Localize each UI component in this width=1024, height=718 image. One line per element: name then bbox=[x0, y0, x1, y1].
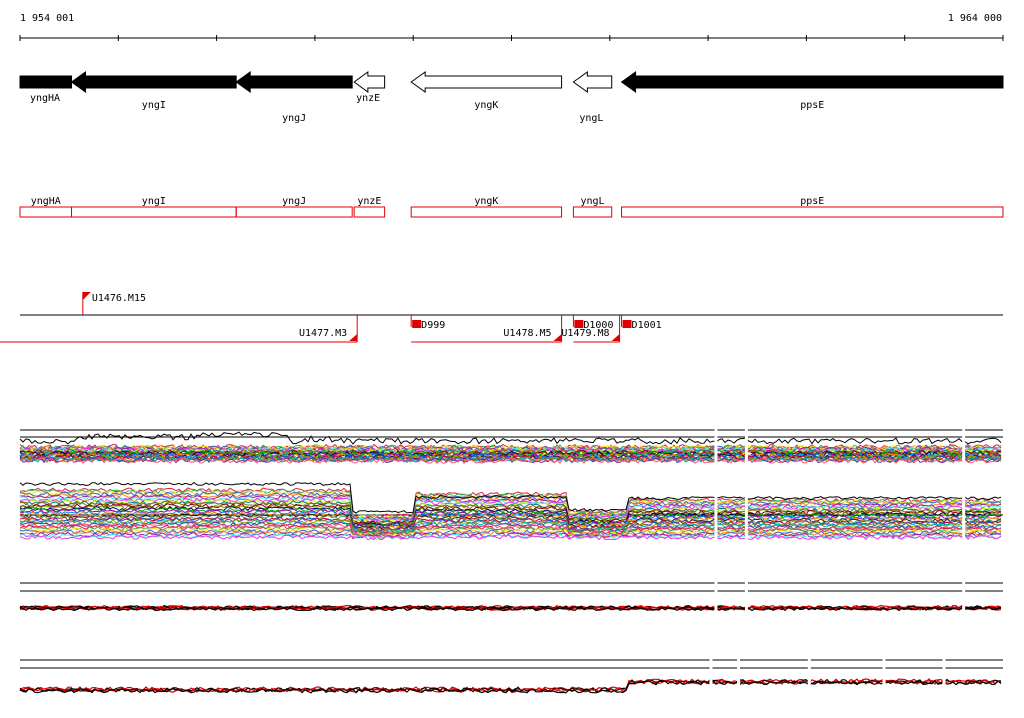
expression-line bbox=[19, 500, 1002, 525]
track-gap bbox=[942, 655, 946, 700]
gene-box-label-yngHA: yngHA bbox=[31, 196, 61, 207]
gene-label-yngI: yngI bbox=[142, 100, 166, 111]
range-start-label: 1 954 001 bbox=[20, 13, 75, 24]
feature-label-U1477.M3: U1477.M3 bbox=[299, 328, 347, 339]
expression-line bbox=[19, 533, 1002, 540]
gene-box-yngL[interactable] bbox=[572, 206, 613, 218]
track-gap bbox=[962, 425, 966, 465]
gene-box-label-ppsE: ppsE bbox=[800, 196, 824, 207]
feature-label-D999: D999 bbox=[421, 320, 445, 331]
gene-label-ynzE: ynzE bbox=[356, 93, 380, 104]
expression-line bbox=[19, 514, 1002, 532]
feature-label-D1000: D1000 bbox=[583, 320, 613, 331]
gene-arrow-yngK[interactable] bbox=[410, 71, 563, 93]
gene-box-label-yngK: yngK bbox=[474, 196, 498, 207]
feature-flag-U1479.M8[interactable] bbox=[611, 334, 620, 341]
expression-line bbox=[19, 520, 1002, 534]
gene-box-label-ynzE: ynzE bbox=[357, 196, 381, 207]
expression-line bbox=[19, 521, 1001, 535]
feature-flag-D1000[interactable] bbox=[574, 320, 584, 328]
range-end-label: 1 964 000 bbox=[947, 13, 1002, 24]
feature-flag-U1478.M5[interactable] bbox=[553, 334, 562, 341]
expression-track-4 bbox=[19, 655, 1003, 700]
expression-line bbox=[19, 518, 1002, 534]
track-gap bbox=[714, 478, 718, 540]
gene-label-yngK: yngK bbox=[474, 100, 498, 111]
track-gap bbox=[737, 655, 741, 700]
gene-box-yngJ[interactable] bbox=[235, 206, 353, 218]
track-gap bbox=[882, 655, 886, 700]
expression-line bbox=[19, 531, 1002, 540]
feature-label-U1478.M5: U1478.M5 bbox=[503, 328, 551, 339]
expression-line bbox=[19, 453, 1002, 460]
gene-box-yngHA[interactable] bbox=[19, 206, 73, 218]
track-gap bbox=[962, 578, 966, 616]
expression-line bbox=[19, 444, 1002, 452]
expression-line bbox=[20, 446, 1002, 453]
gene-box-ynzE[interactable] bbox=[353, 206, 386, 218]
gene-label-yngHA: yngHA bbox=[30, 93, 60, 104]
track-gap bbox=[744, 578, 748, 616]
feature-flag-U1476.M15[interactable] bbox=[82, 292, 91, 300]
gene-box-label-yngI: yngI bbox=[142, 196, 166, 207]
expression-line bbox=[19, 534, 1002, 541]
gene-label-yngJ: yngJ bbox=[282, 113, 306, 124]
gene-arrow-yngJ[interactable] bbox=[235, 71, 353, 93]
gene-arrow-yngI[interactable] bbox=[70, 71, 237, 93]
expression-line bbox=[19, 431, 1002, 445]
expression-line bbox=[19, 515, 1002, 532]
expression-track-3 bbox=[19, 578, 1003, 616]
expression-line bbox=[19, 517, 1002, 533]
gene-box-label-yngJ: yngJ bbox=[282, 196, 306, 207]
gene-arrow-yngL[interactable] bbox=[572, 71, 613, 93]
gene-arrow-ppsE[interactable] bbox=[620, 71, 1004, 93]
gene-box-ppsE[interactable] bbox=[621, 206, 1004, 218]
gene-label-ppsE: ppsE bbox=[800, 100, 824, 111]
expression-track-1 bbox=[19, 425, 1003, 465]
track-gap bbox=[714, 578, 718, 616]
expression-line bbox=[19, 497, 1002, 523]
track-gap bbox=[744, 425, 748, 465]
gene-box-yngK[interactable] bbox=[410, 206, 563, 218]
gene-arrow-ynzE[interactable] bbox=[353, 71, 386, 93]
expression-line bbox=[19, 525, 1002, 537]
expression-track-2 bbox=[19, 478, 1003, 541]
feature-flag-D999[interactable] bbox=[412, 320, 422, 328]
track-gap bbox=[714, 425, 718, 465]
expression-line bbox=[19, 457, 1002, 464]
expression-line bbox=[19, 606, 1002, 612]
gene-box-yngI[interactable] bbox=[71, 206, 237, 218]
track-gap bbox=[709, 655, 713, 700]
track-gap bbox=[744, 478, 748, 540]
feature-label-D1001: D1001 bbox=[632, 320, 662, 331]
feature-flag-D1001[interactable] bbox=[622, 320, 632, 328]
feature-flag-U1477.M3[interactable] bbox=[349, 334, 358, 341]
expression-line bbox=[19, 455, 1002, 462]
feature-label-U1479.M8: U1479.M8 bbox=[561, 328, 609, 339]
gene-label-yngL: yngL bbox=[579, 113, 603, 124]
expression-line bbox=[19, 513, 1002, 531]
gene-arrow-yngHA[interactable] bbox=[19, 75, 73, 89]
track-gap bbox=[962, 478, 966, 540]
gene-box-label-yngL: yngL bbox=[581, 196, 605, 207]
expression-line bbox=[19, 679, 1002, 694]
track-gap bbox=[807, 655, 811, 700]
expression-line bbox=[19, 481, 1002, 514]
feature-label-U1476.M15: U1476.M15 bbox=[92, 293, 146, 304]
